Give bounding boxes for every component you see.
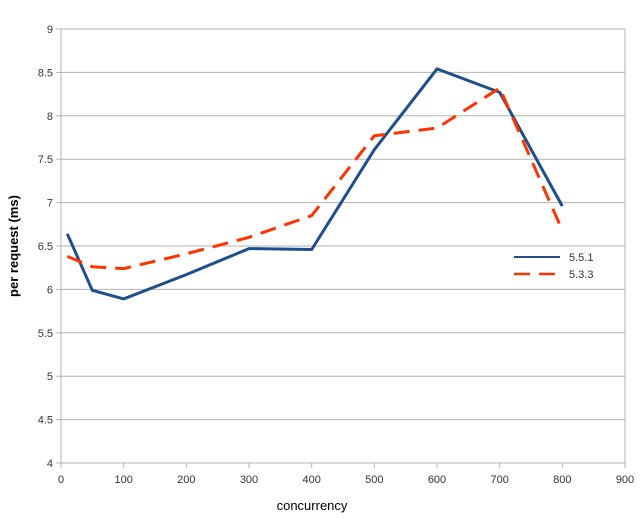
y-tick-label: 7.5 [38,154,53,166]
x-tick-label: 300 [240,474,258,486]
x-tick-label: 900 [616,474,634,486]
axes [56,28,626,468]
y-tick-label: 4 [47,458,53,470]
y-tick-label: 6 [47,284,53,296]
gridlines [61,28,625,421]
series-line-5-3-3 [66,86,564,271]
x-tick-label: 0 [58,474,64,486]
y-tick-label: 7 [47,198,53,210]
legend-label-5-3-3: 5.3.3 [569,269,593,281]
x-tick-label: 500 [365,474,383,486]
y-axis-title: per request (ms) [6,195,21,297]
y-tick-label: 8.5 [38,67,53,79]
y-tick-label: 9 [47,24,53,36]
y-tick-label: 8 [47,111,53,123]
y-tick-label: 5.5 [38,328,53,340]
x-tick-label: 100 [114,474,132,486]
y-tick-label: 6.5 [38,241,53,253]
legend: 5.5.1 5.3.3 [514,252,593,281]
x-tick-label: 200 [177,474,195,486]
x-tick-label: 700 [490,474,508,486]
x-tick-label: 600 [428,474,446,486]
tick-labels: 4 4.5 5 5.5 6 6.5 7 7.5 8 8.5 9 0 100 200 300 400 500 600… [38,24,634,486]
x-tick-label: 800 [553,474,571,486]
y-tick-label: 4.5 [38,415,53,427]
series-lines [65,67,564,301]
x-tick-label: 400 [302,474,320,486]
x-axis-title: concurrency [277,498,348,513]
series-line-5-5-1 [65,67,564,301]
legend-label-5-5-1: 5.5.1 [569,252,593,264]
y-tick-label: 5 [47,371,53,383]
